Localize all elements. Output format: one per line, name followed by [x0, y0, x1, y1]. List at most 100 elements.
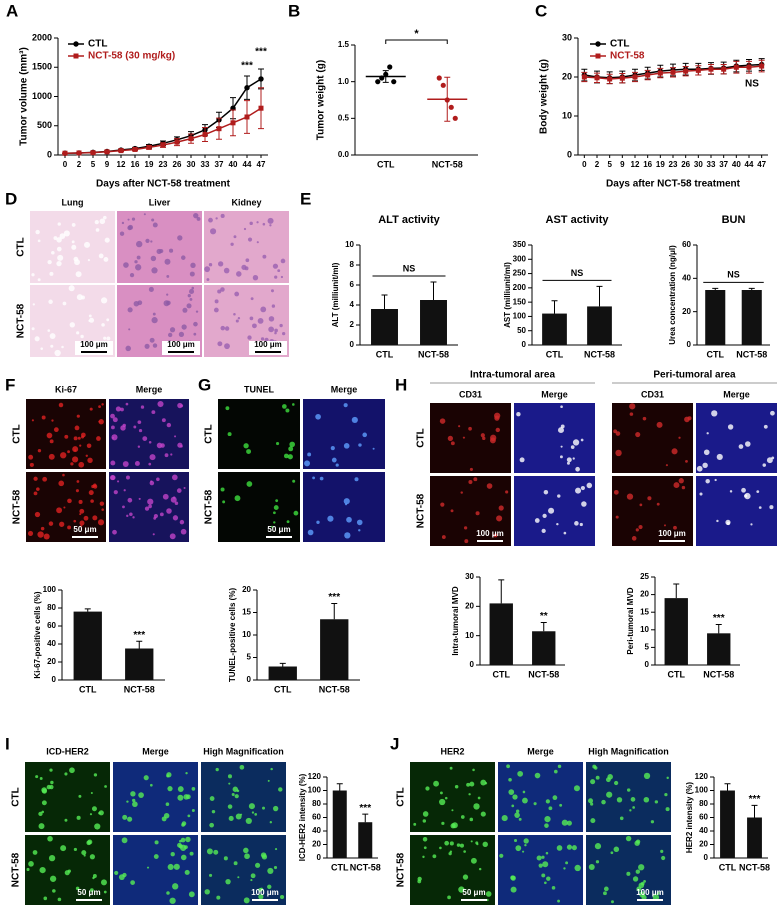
micrograph-texture [441, 535, 446, 539]
annotation: * [414, 28, 419, 40]
micrograph-texture [87, 258, 91, 262]
micrograph-texture [179, 519, 185, 525]
micrograph-texture [273, 511, 276, 515]
x-tick-label: 44 [745, 160, 754, 169]
scale-bar-label: 50 μm [77, 888, 100, 897]
micrograph-texture [351, 416, 358, 424]
micrograph-texture [626, 871, 631, 876]
micrograph-texture [643, 772, 651, 780]
legend-marker [73, 53, 79, 59]
micrograph-texture [522, 850, 525, 853]
micrograph-texture [280, 894, 285, 900]
micrograph-texture [271, 304, 276, 308]
marker [216, 126, 222, 132]
micrograph-texture [523, 838, 529, 844]
y-tick-label: 80 [312, 799, 321, 808]
micrograph-texture [152, 343, 158, 348]
micrograph-texture [566, 820, 572, 826]
y-tick-label: 350 [513, 240, 527, 249]
error-bar [751, 804, 758, 818]
micrograph-texture [180, 854, 187, 861]
micrograph-texture [635, 431, 641, 438]
x-tick-label: NCT-58 [739, 862, 770, 872]
micrograph [498, 762, 583, 832]
micrograph-texture [486, 898, 489, 902]
micrograph-texture [70, 462, 74, 466]
micrograph-texture [267, 217, 274, 224]
micrograph-texture [536, 855, 542, 861]
micrograph-texture [131, 217, 136, 221]
micrograph-texture [573, 785, 580, 792]
x-tick-label: 40 [229, 160, 238, 169]
marker [581, 74, 587, 80]
micrograph-texture [189, 288, 195, 295]
micrograph-texture [185, 794, 191, 800]
micrograph-texture [171, 474, 178, 481]
micrograph-texture [122, 461, 129, 467]
x-tick-label: 12 [117, 160, 126, 169]
point [375, 79, 381, 85]
micrograph-texture [134, 260, 138, 264]
micrograph-texture [480, 433, 485, 438]
micrograph-texture [450, 823, 456, 829]
micrograph-texture [456, 843, 461, 847]
row-label: NCT-58 [16, 303, 27, 338]
point [452, 115, 458, 121]
micrograph-texture [48, 521, 54, 526]
micrograph-texture [626, 788, 631, 792]
micrograph-texture [180, 528, 187, 535]
micrograph-texture [663, 524, 666, 527]
micrograph-texture [237, 876, 240, 879]
micrograph-texture [89, 317, 95, 323]
micrograph-texture [476, 843, 479, 846]
x-tick-label: 37 [719, 160, 728, 169]
scale-bar-label: 50 μm [73, 525, 96, 534]
micrograph-texture [588, 798, 594, 804]
micrograph-texture [262, 222, 266, 226]
micrograph-texture [213, 307, 219, 313]
y-tick-label: 120 [308, 772, 322, 781]
marker [202, 132, 208, 138]
column-header: TUNEL [244, 384, 274, 394]
micrograph-texture [150, 240, 153, 243]
x-tick-label: 40 [732, 160, 741, 169]
error-bar [362, 813, 369, 823]
micrograph-texture [185, 771, 188, 775]
bar [542, 313, 567, 345]
y-tick-label: 20 [242, 585, 251, 594]
column-header: Liver [149, 197, 171, 207]
x-tick-label: 5 [91, 160, 96, 169]
micrograph-texture [282, 404, 287, 409]
micrograph-texture [149, 337, 155, 343]
y-tick-label: 10 [242, 630, 251, 639]
micrograph-texture [157, 400, 164, 408]
y-tick-label: 60 [47, 621, 56, 630]
y-tick-label: 0 [567, 149, 572, 159]
y-tick-label: 40 [682, 273, 691, 282]
y-axis-label: Ki-67-positive cells (%) [33, 591, 42, 678]
micrograph-texture [545, 799, 551, 804]
micrograph-texture [252, 323, 257, 329]
micrograph-texture [557, 899, 560, 903]
micrograph-texture [83, 241, 91, 248]
micrograph-texture [450, 441, 455, 446]
micrograph-texture [151, 267, 158, 274]
micrograph-texture [346, 516, 352, 523]
column-header: Merge [541, 389, 568, 399]
micrograph-texture [601, 799, 606, 805]
micrograph-texture [559, 803, 563, 807]
micrograph-texture [193, 212, 199, 219]
micrograph-texture [273, 865, 278, 870]
error-bar [596, 285, 603, 307]
micrograph-texture [76, 480, 80, 483]
micrograph-texture [293, 510, 299, 516]
micrograph-texture [128, 328, 131, 331]
micrograph-texture [110, 460, 116, 466]
micrograph-texture [220, 487, 225, 492]
y-tick-label: 50 [517, 326, 526, 335]
micrograph-texture [189, 297, 193, 301]
x-tick-label: 47 [257, 160, 266, 169]
y-tick-label: 15 [640, 607, 649, 616]
bar [532, 631, 556, 665]
micrograph-texture [592, 764, 597, 769]
